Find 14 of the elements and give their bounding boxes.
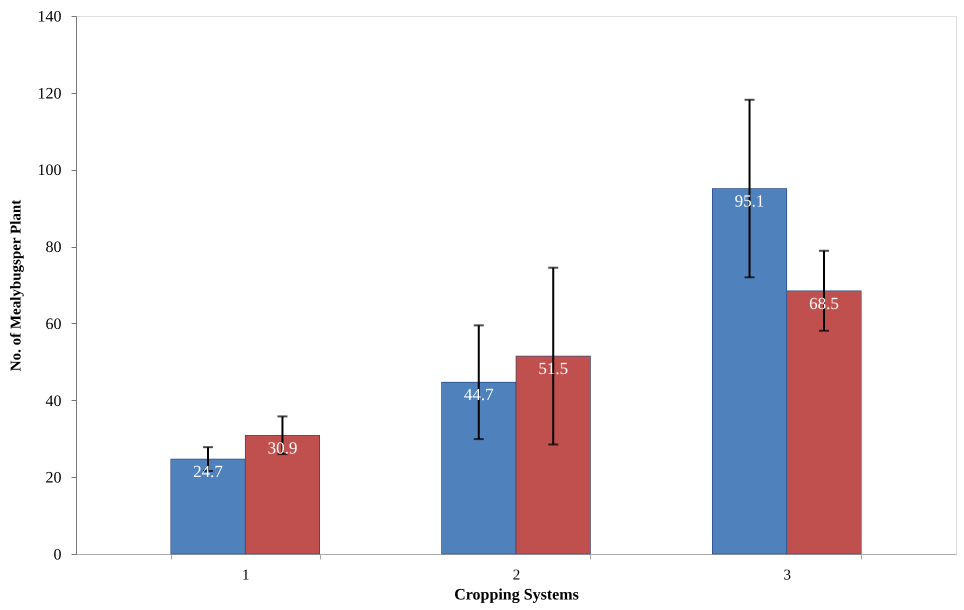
x-tick-label: 2 <box>512 568 520 584</box>
y-tick-label: 20 <box>46 470 62 487</box>
y-tick-label: 60 <box>46 316 62 333</box>
y-axis-title: No. of Mealybugsper Plant <box>8 200 24 372</box>
x-tick-label: 1 <box>242 568 250 584</box>
y-tick-label: 140 <box>38 8 62 26</box>
y-tick-label: 40 <box>46 392 62 410</box>
y-tick-label: 0 <box>54 546 62 564</box>
x-axis-title: Cropping Systems <box>454 586 579 604</box>
y-tick-label: 100 <box>38 162 62 180</box>
x-tick-label: 3 <box>784 568 792 584</box>
y-tick-label: 120 <box>38 85 62 102</box>
y-tick-label: 80 <box>46 239 62 256</box>
data-label: 24.7 <box>193 462 224 482</box>
